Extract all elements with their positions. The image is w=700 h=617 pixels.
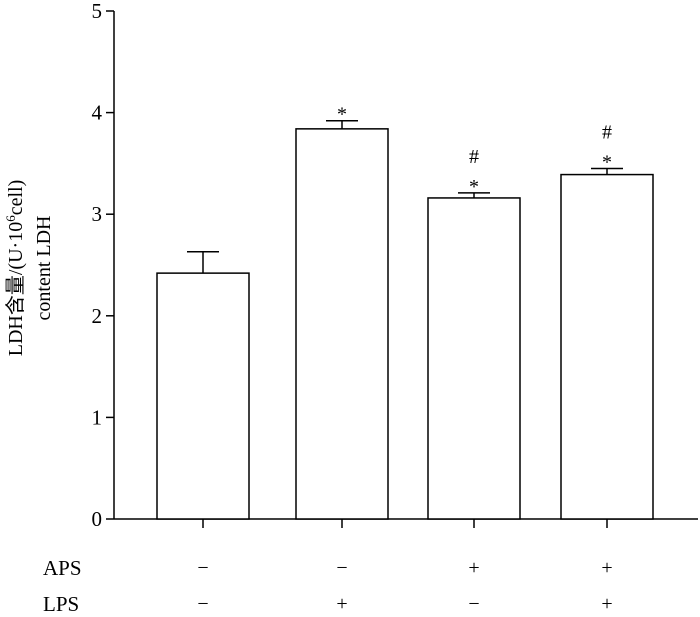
treatment-sign: − (197, 557, 208, 579)
significance-asterisk: * (337, 104, 347, 126)
y-tick-label: 1 (92, 405, 103, 429)
y-tick-label: 5 (92, 0, 103, 23)
treatment-row-label: LPS (43, 592, 79, 616)
y-axis-label-superscript: 6 (3, 215, 18, 222)
treatment-sign: − (336, 557, 347, 579)
bar (560, 173, 654, 520)
significance-asterisk: * (602, 151, 612, 173)
significance-hash: # (469, 146, 479, 168)
plot-area: 0 1 2 3 4 5 * * # * # APS − − + + LPS − + − + (43, 0, 698, 616)
treatment-sign: − (468, 593, 479, 615)
bar (295, 128, 389, 520)
significance-hash: # (602, 121, 612, 143)
y-tick-label: 3 (92, 202, 103, 226)
y-tick-label: 4 (92, 101, 103, 125)
y-axis-label: LDH含量/(U·106cell) (3, 180, 28, 356)
y-axis-label-part2: cell) (5, 180, 27, 216)
treatment-row-label: APS (43, 556, 82, 580)
y-tick-label: 2 (92, 304, 103, 328)
y-axis-label-part1: LDH含量/(U·10 (4, 222, 27, 356)
treatment-sign: + (601, 557, 612, 579)
treatment-sign: + (468, 557, 479, 579)
treatment-sign: + (336, 593, 347, 615)
bar (156, 272, 250, 520)
treatment-sign: + (601, 593, 612, 615)
treatment-sign: − (197, 593, 208, 615)
significance-asterisk: * (469, 176, 479, 198)
bar (427, 197, 521, 520)
y-axis-label-line2: content LDH (33, 216, 55, 321)
y-tick-label: 0 (92, 507, 103, 531)
